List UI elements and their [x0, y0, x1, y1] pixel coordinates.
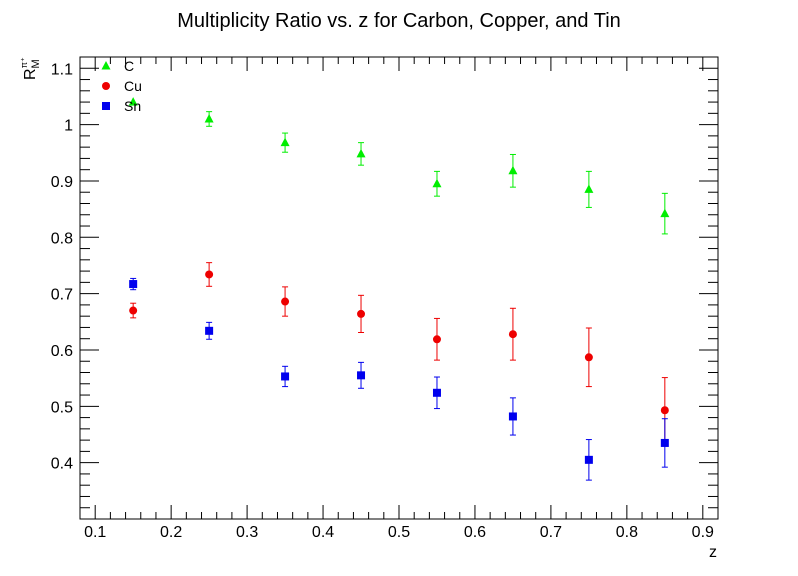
data-point — [660, 208, 670, 218]
data-point — [584, 184, 594, 193]
x-tick-label: 0.9 — [692, 524, 714, 541]
x-axis: 0.1 0.2 0.3 0.4 0.5 0.6 0.7 0.8 0.9 — [79, 57, 719, 541]
data-point — [584, 353, 593, 362]
legend-label: Cu — [124, 78, 142, 94]
legend-item-c: C — [101, 58, 134, 74]
y-axis: 0.4 0.5 0.6 0.7 0.8 0.9 1 1.1 — [51, 56, 718, 520]
data-point — [508, 165, 518, 175]
series-cu — [129, 262, 669, 444]
y-tick-label: 0.6 — [51, 343, 73, 360]
data-point — [129, 280, 138, 289]
x-tick-label: 0.1 — [84, 524, 106, 541]
plot-frame — [79, 56, 719, 520]
data-point — [584, 455, 593, 464]
data-point — [129, 306, 138, 315]
series-sn — [129, 277, 669, 481]
y-tick-label: 0.4 — [51, 456, 73, 473]
x-tick-label: 0.2 — [160, 524, 182, 541]
data-point — [356, 148, 366, 158]
data-point — [205, 326, 214, 335]
y-axis-label-base: R — [22, 68, 39, 80]
legend-marker — [102, 102, 110, 110]
x-tick-label: 0.8 — [616, 524, 638, 541]
legend-label: C — [124, 58, 134, 74]
y-axis-label-sup: π⁺ — [19, 57, 29, 68]
legend-label: Sn — [124, 98, 141, 114]
y-axis-label: RMπ⁺ — [19, 57, 42, 80]
data-point — [432, 178, 442, 188]
data-point — [432, 335, 441, 344]
legend-item-sn: Sn — [102, 98, 141, 114]
data-point — [128, 97, 138, 106]
x-axis-label: z — [709, 544, 717, 561]
legend-marker — [101, 61, 111, 70]
data-point — [280, 137, 290, 147]
x-tick-label: 0.4 — [312, 524, 334, 541]
data-point — [508, 412, 517, 421]
series-c — [128, 97, 670, 235]
x-tick-label: 0.7 — [540, 524, 562, 541]
y-tick-label: 0.7 — [51, 287, 73, 304]
legend-item-cu: Cu — [102, 78, 142, 94]
y-tick-label: 0.5 — [51, 399, 73, 416]
x-tick-label: 0.5 — [388, 524, 410, 541]
x-tick-label: 0.6 — [464, 524, 486, 541]
y-tick-label: 1.1 — [51, 61, 73, 78]
y-tick-label: 0.9 — [51, 174, 73, 191]
data-point — [281, 297, 290, 306]
y-tick-label: 0.8 — [51, 230, 73, 247]
data-point — [357, 309, 366, 318]
chart-title: Multiplicity Ratio vs. z for Carbon, Cop… — [177, 10, 621, 32]
legend: C Cu Sn — [101, 58, 142, 114]
data-point — [357, 371, 366, 380]
data-point — [204, 113, 214, 123]
x-tick-label: 0.3 — [236, 524, 258, 541]
data-point — [432, 388, 441, 397]
legend-marker — [102, 82, 110, 90]
data-point — [281, 372, 290, 381]
y-axis-label-sub: M — [30, 59, 42, 68]
y-tick-label: 1 — [64, 118, 73, 135]
data-point — [660, 406, 669, 415]
data-point — [205, 270, 214, 279]
data-point — [660, 438, 669, 447]
data-point — [508, 330, 517, 339]
series-layer — [128, 97, 670, 481]
